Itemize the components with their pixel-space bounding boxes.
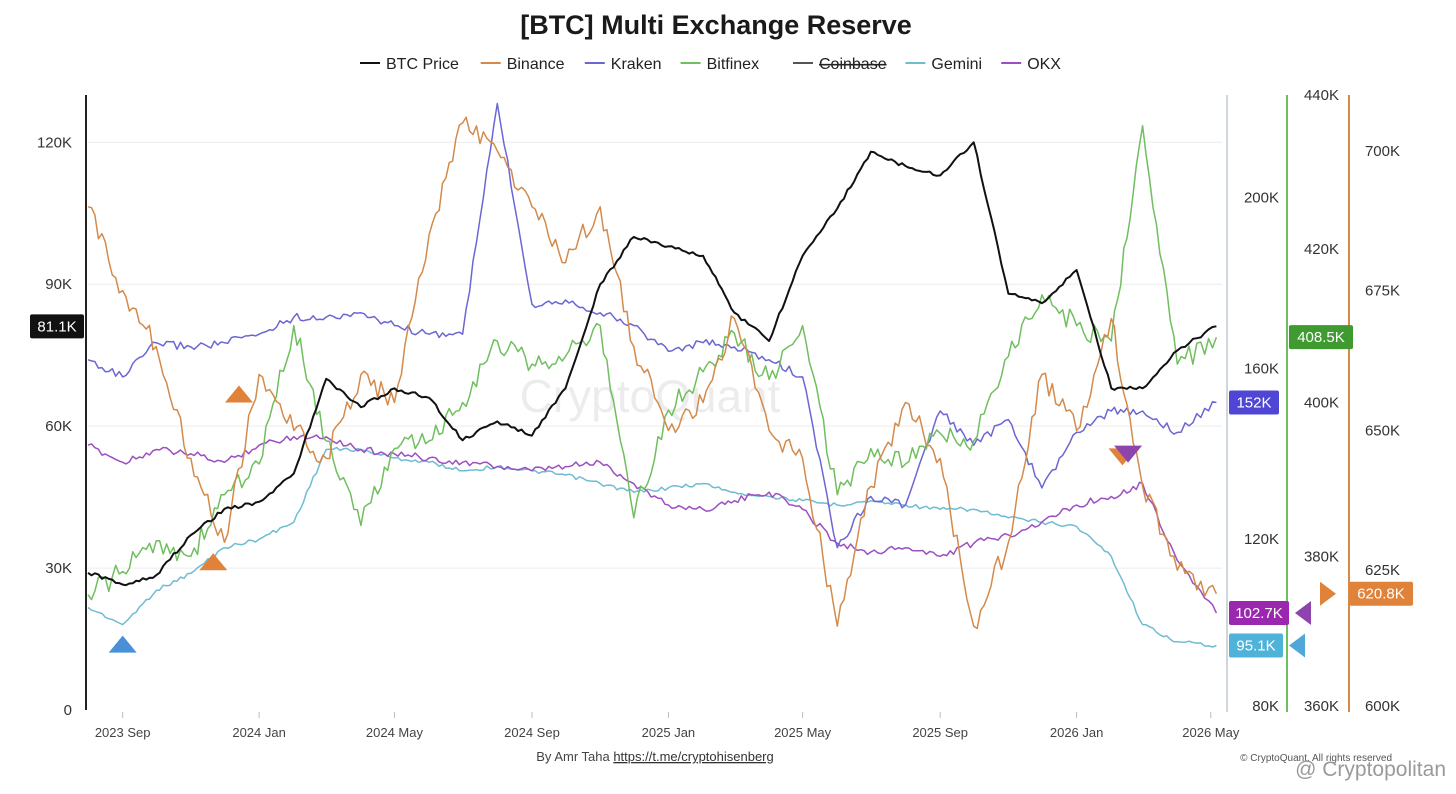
series-line-kraken: [87, 102, 1217, 549]
x-tick-label: 2024 Sep: [504, 725, 560, 740]
y-tick-label-left: 120K: [37, 134, 72, 151]
value-badge-kraken: 152K: [1229, 390, 1279, 415]
x-tick-label: 2024 May: [366, 725, 424, 740]
badge-label: 408.5K: [1297, 329, 1345, 346]
series-line-btc-price: [87, 141, 1217, 587]
y-tick-label-r3: 625K: [1365, 562, 1400, 579]
x-tick-label: 2025 Jan: [642, 725, 696, 740]
value-badge-okx: 102.7K: [1229, 601, 1311, 626]
series-line-bitfinex: [87, 125, 1218, 601]
badge-background: [1229, 601, 1289, 626]
badge-arrow-right: [1320, 581, 1336, 606]
value-badge-btc-price: 81.1K: [30, 314, 84, 339]
legend-label: Bitfinex: [707, 56, 759, 73]
y-tick-label-r1: 120K: [1244, 531, 1279, 548]
legend-label: OKX: [1027, 56, 1061, 73]
badge-label: 102.7K: [1235, 605, 1283, 622]
badge-background: [1289, 325, 1353, 350]
legend-label: Gemini: [931, 56, 982, 73]
footer-prefix: By Amr Taha: [536, 749, 613, 764]
x-tick-label: 2026 May: [1182, 725, 1240, 740]
plot-area[interactable]: [87, 102, 1218, 648]
legend-item-btc-price: BTC Price: [360, 56, 459, 73]
y-tick-label-r1: 80K: [1252, 698, 1279, 715]
series-line-gemini: [87, 446, 1217, 648]
badge-background: [1349, 581, 1413, 606]
footer-link: https://t.me/cryptohisenberg: [613, 749, 773, 764]
series-line-okx: [87, 434, 1218, 614]
badge-background: [30, 314, 84, 339]
x-tick-label: 2026 Jan: [1050, 725, 1104, 740]
badge-arrow-left: [1289, 633, 1305, 658]
legend[interactable]: BTC Price Binance Kraken Bitfinex Coinbase Ge…: [360, 56, 1061, 73]
y-tick-label-left: 30K: [45, 560, 72, 577]
series-line-binance: [87, 116, 1218, 630]
x-tick-label: 2025 Sep: [912, 725, 968, 740]
value-badge-gemini: 95.1K: [1229, 633, 1305, 658]
legend-item-kraken: Kraken: [584, 56, 662, 73]
badge-background: [1229, 390, 1279, 415]
marker-triangle-up: [199, 553, 228, 571]
y-tick-label-r1: 160K: [1244, 360, 1279, 377]
y-tick-label-r3: 700K: [1365, 143, 1400, 160]
y-tick-label-r2: 420K: [1304, 241, 1339, 258]
y-tick-label-left: 90K: [45, 276, 72, 293]
x-tick-label: 2023 Sep: [95, 725, 151, 740]
y-tick-label-r3: 600K: [1365, 698, 1400, 715]
y-tick-label-r2: 440K: [1304, 87, 1339, 104]
legend-label: Coinbase: [819, 56, 887, 73]
chart-title: [BTC] Multi Exchange Reserve: [520, 10, 912, 40]
legend-item-binance: Binance: [480, 56, 565, 73]
copyright-text: © CryptoQuant. All rights reserved: [1240, 753, 1392, 764]
gridlines: [88, 141, 1222, 569]
badge-background: [1229, 633, 1283, 658]
badge-label: 81.1K: [37, 318, 76, 335]
value-badge-binance: 620.8K: [1320, 581, 1413, 606]
y-tick-label-r3: 650K: [1365, 422, 1400, 439]
badge-label: 152K: [1236, 395, 1271, 412]
badge-label: 620.8K: [1357, 586, 1405, 603]
y-tick-label-left: 0: [64, 702, 72, 719]
marker-triangle-up: [224, 385, 253, 403]
markers: [108, 385, 1143, 653]
marker-triangle-down: [1114, 445, 1143, 463]
y-tick-label-left: 60K: [45, 418, 72, 435]
y-tick-label-r2: 400K: [1304, 395, 1339, 412]
y-tick-label-r3: 675K: [1365, 283, 1400, 300]
brand-watermark: @ Cryptopolitan: [1295, 758, 1446, 781]
y-tick-label-r1: 200K: [1244, 190, 1279, 207]
legend-item-gemini: Gemini: [905, 56, 982, 73]
value-badges: 81.1K 152K 408.5K 102.7K 95.1K 620.8K: [30, 314, 1413, 658]
marker-triangle-up: [108, 635, 137, 653]
y-tick-label-r2: 380K: [1304, 548, 1339, 565]
value-badge-bitfinex: 408.5K: [1289, 325, 1353, 350]
badge-label: 95.1K: [1236, 638, 1275, 655]
legend-item-bitfinex: Bitfinex: [680, 56, 759, 73]
x-tick-label: 2025 May: [774, 725, 832, 740]
legend-label: Binance: [507, 56, 565, 73]
legend-label: BTC Price: [386, 56, 459, 73]
x-tick-label: 2024 Jan: [232, 725, 286, 740]
legend-label: Kraken: [611, 56, 662, 73]
footer-credit: By Amr Taha https://t.me/cryptohisenberg: [536, 749, 774, 764]
legend-item-coinbase: Coinbase: [793, 56, 887, 73]
badge-arrow-left: [1295, 601, 1311, 626]
y-tick-label-r2: 360K: [1304, 698, 1339, 715]
legend-item-okx: OKX: [1001, 56, 1061, 73]
